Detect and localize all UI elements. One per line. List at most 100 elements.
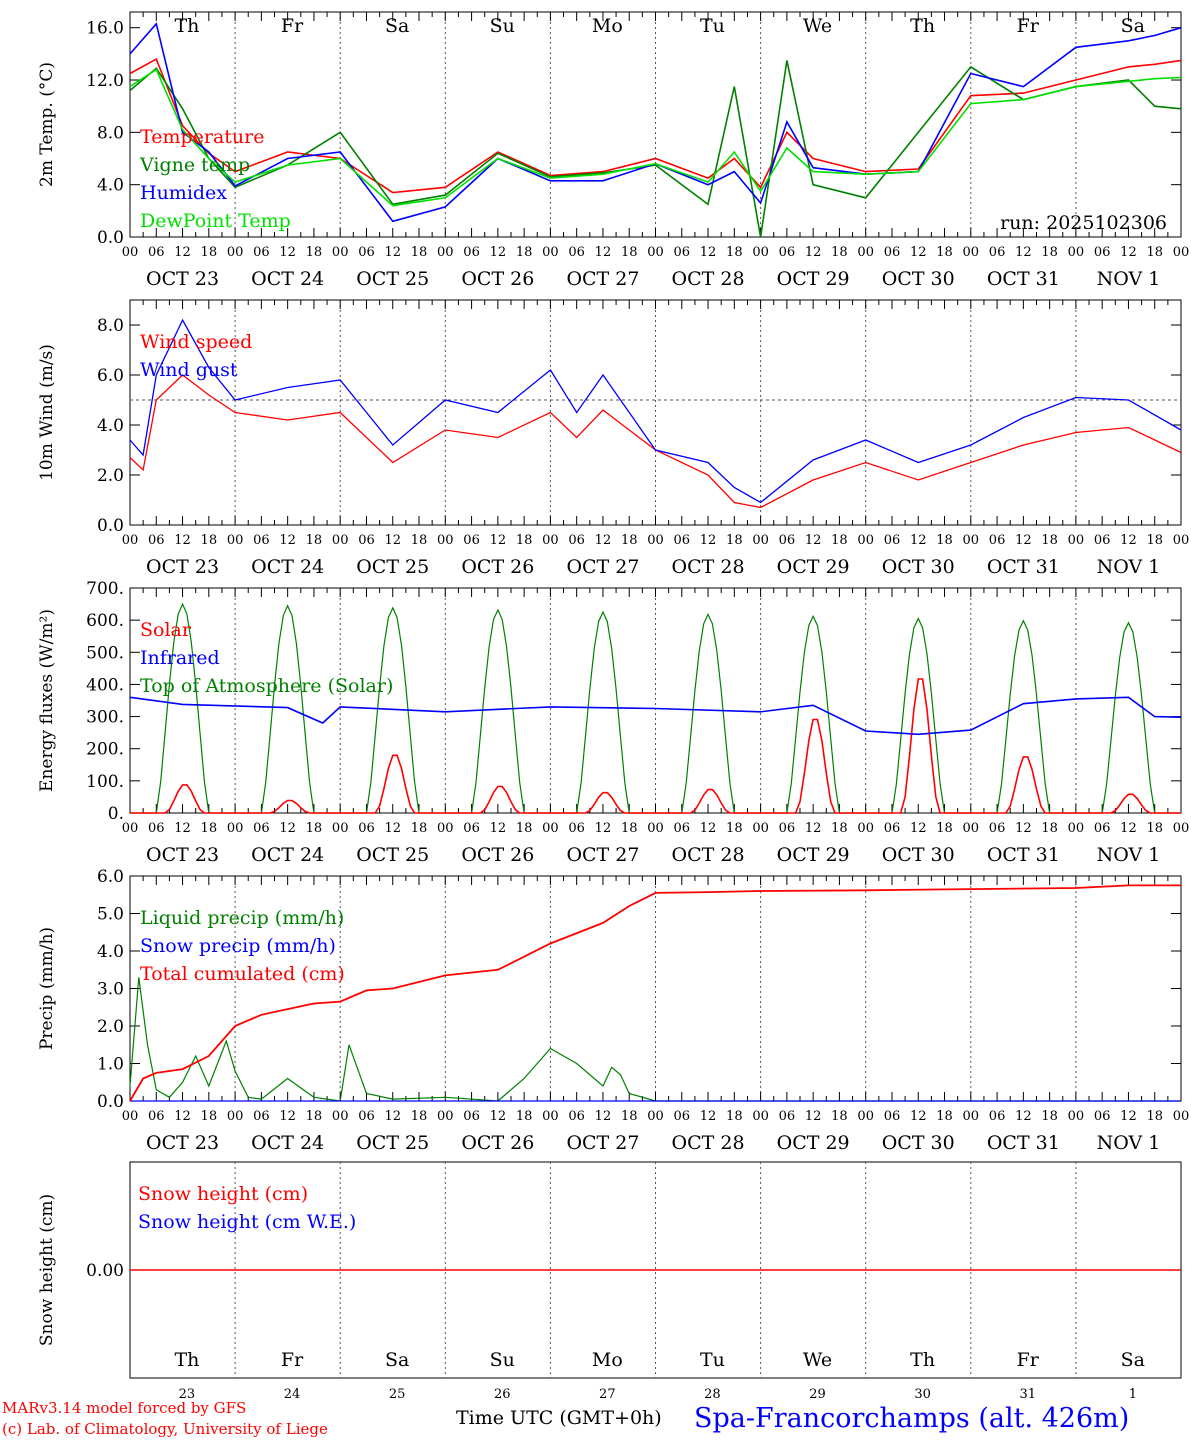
day-number-label: 1	[1129, 1387, 1137, 1402]
x-hour-label: 00	[437, 1109, 454, 1124]
x-hour-label: 12	[174, 245, 191, 260]
x-hour-label: 12	[700, 533, 717, 548]
x-date-label: NOV 1	[1097, 844, 1161, 866]
solar-line	[130, 678, 1181, 814]
x-hour-label: 00	[1173, 1109, 1190, 1124]
x-hour-label: 12	[1120, 245, 1137, 260]
x-hour-label: 06	[1094, 245, 1111, 260]
weekday-label: Mo	[592, 15, 623, 37]
x-date-label: OCT 26	[461, 844, 534, 866]
x-hour-label: 18	[411, 1109, 428, 1124]
x-hour-label: 06	[989, 245, 1006, 260]
x-hour-label: 00	[963, 821, 980, 836]
x-hour-label: 12	[910, 245, 927, 260]
x-hour-label: 18	[201, 245, 218, 260]
x-hour-label: 18	[411, 245, 428, 260]
x-hour-label: 00	[963, 245, 980, 260]
weekday-label: Su	[490, 1349, 515, 1371]
x-hour-label: 06	[989, 821, 1006, 836]
x-hour-label: 06	[674, 1109, 691, 1124]
x-date-label: OCT 25	[356, 1132, 429, 1154]
x-hour-label: 00	[332, 245, 349, 260]
x-date-label: OCT 30	[882, 844, 955, 866]
day-number-label: 31	[1019, 1387, 1036, 1402]
x-hour-label: 18	[621, 1109, 638, 1124]
x-date-label: OCT 31	[987, 844, 1060, 866]
precip-series-line	[129, 977, 1181, 1102]
x-hour-label: 00	[122, 821, 139, 836]
x-hour-label: 18	[1041, 533, 1058, 548]
x-hour-label: 00	[857, 821, 874, 836]
x-hour-label: 18	[516, 821, 533, 836]
x-date-label: OCT 31	[987, 268, 1060, 290]
x-date-label: OCT 25	[356, 556, 429, 578]
x-hour-label: 12	[384, 533, 401, 548]
y-tick-label: 300.	[86, 708, 124, 728]
x-date-label: OCT 24	[251, 1132, 324, 1154]
day-number-label: 28	[704, 1387, 721, 1402]
x-hour-label: 18	[831, 821, 848, 836]
x-hour-label: 06	[1094, 821, 1111, 836]
x-hour-label: 06	[253, 821, 270, 836]
legend-entry: Wind gust	[140, 359, 238, 381]
temperature-series-line	[129, 22, 1182, 223]
x-hour-label: 12	[595, 821, 612, 836]
legend-entry: Temperature	[140, 126, 264, 148]
x-hour-label: 06	[358, 533, 375, 548]
x-hour-label: 00	[542, 245, 559, 260]
day-number-label: 25	[389, 1387, 406, 1402]
x-hour-label: 12	[384, 245, 401, 260]
x-hour-label: 12	[1015, 821, 1032, 836]
x-hour-label: 00	[1068, 1109, 1085, 1124]
y-tick-label: 0.0	[97, 228, 124, 248]
x-date-label: OCT 29	[777, 556, 850, 578]
weekday-label: Su	[490, 15, 515, 37]
weekday-label: We	[803, 1349, 832, 1371]
x-hour-label: 12	[490, 1109, 507, 1124]
x-hour-label: 06	[779, 533, 796, 548]
x-hour-label: 18	[936, 245, 953, 260]
x-hour-label: 12	[805, 821, 822, 836]
x-hour-label: 18	[516, 245, 533, 260]
y-tick-label: 5.0	[97, 905, 124, 925]
x-date-label: OCT 23	[146, 556, 219, 578]
x-hour-label: 00	[1173, 245, 1190, 260]
x-hour-label: 12	[279, 821, 296, 836]
x-hour-label: 06	[1094, 1109, 1111, 1124]
x-date-label: OCT 26	[461, 556, 534, 578]
x-hour-label: 06	[884, 533, 901, 548]
x-hour-label: 00	[437, 533, 454, 548]
x-hour-label: 18	[201, 821, 218, 836]
x-hour-label: 00	[752, 533, 769, 548]
x-hour-label: 18	[621, 821, 638, 836]
x-date-label: OCT 31	[987, 556, 1060, 578]
x-hour-label: 18	[306, 1109, 323, 1124]
x-hour-label: 18	[726, 1109, 743, 1124]
x-hour-label: 00	[332, 821, 349, 836]
x-hour-label: 18	[1146, 821, 1163, 836]
y-tick-label: 2.0	[97, 466, 124, 486]
x-date-label: OCT 29	[777, 844, 850, 866]
x-hour-label: 00	[647, 533, 664, 548]
wind-series-line	[129, 318, 1182, 504]
day-number-label: 27	[599, 1387, 616, 1402]
x-hour-label: 06	[253, 1109, 270, 1124]
x-hour-label: 06	[884, 821, 901, 836]
x-hour-label: 18	[201, 1109, 218, 1124]
x-date-label: OCT 26	[461, 268, 534, 290]
legend-entry: Liquid precip (mm/h)	[140, 907, 344, 929]
y-axis-label: Energy fluxes (W/m²)	[37, 609, 57, 792]
x-date-label: OCT 27	[566, 268, 639, 290]
x-date-label: OCT 25	[356, 844, 429, 866]
run-label: run: 2025102306	[1000, 212, 1167, 234]
x-hour-label: 06	[884, 1109, 901, 1124]
x-date-label: OCT 24	[251, 844, 324, 866]
x-axis-label: Time UTC (GMT+0h)	[456, 1407, 662, 1429]
x-hour-label: 18	[726, 821, 743, 836]
legend-entry: DewPoint Temp	[140, 210, 291, 232]
x-hour-label: 18	[411, 821, 428, 836]
y-tick-label: 2.0	[97, 1017, 124, 1037]
x-hour-label: 06	[568, 533, 585, 548]
x-hour-label: 00	[542, 533, 559, 548]
